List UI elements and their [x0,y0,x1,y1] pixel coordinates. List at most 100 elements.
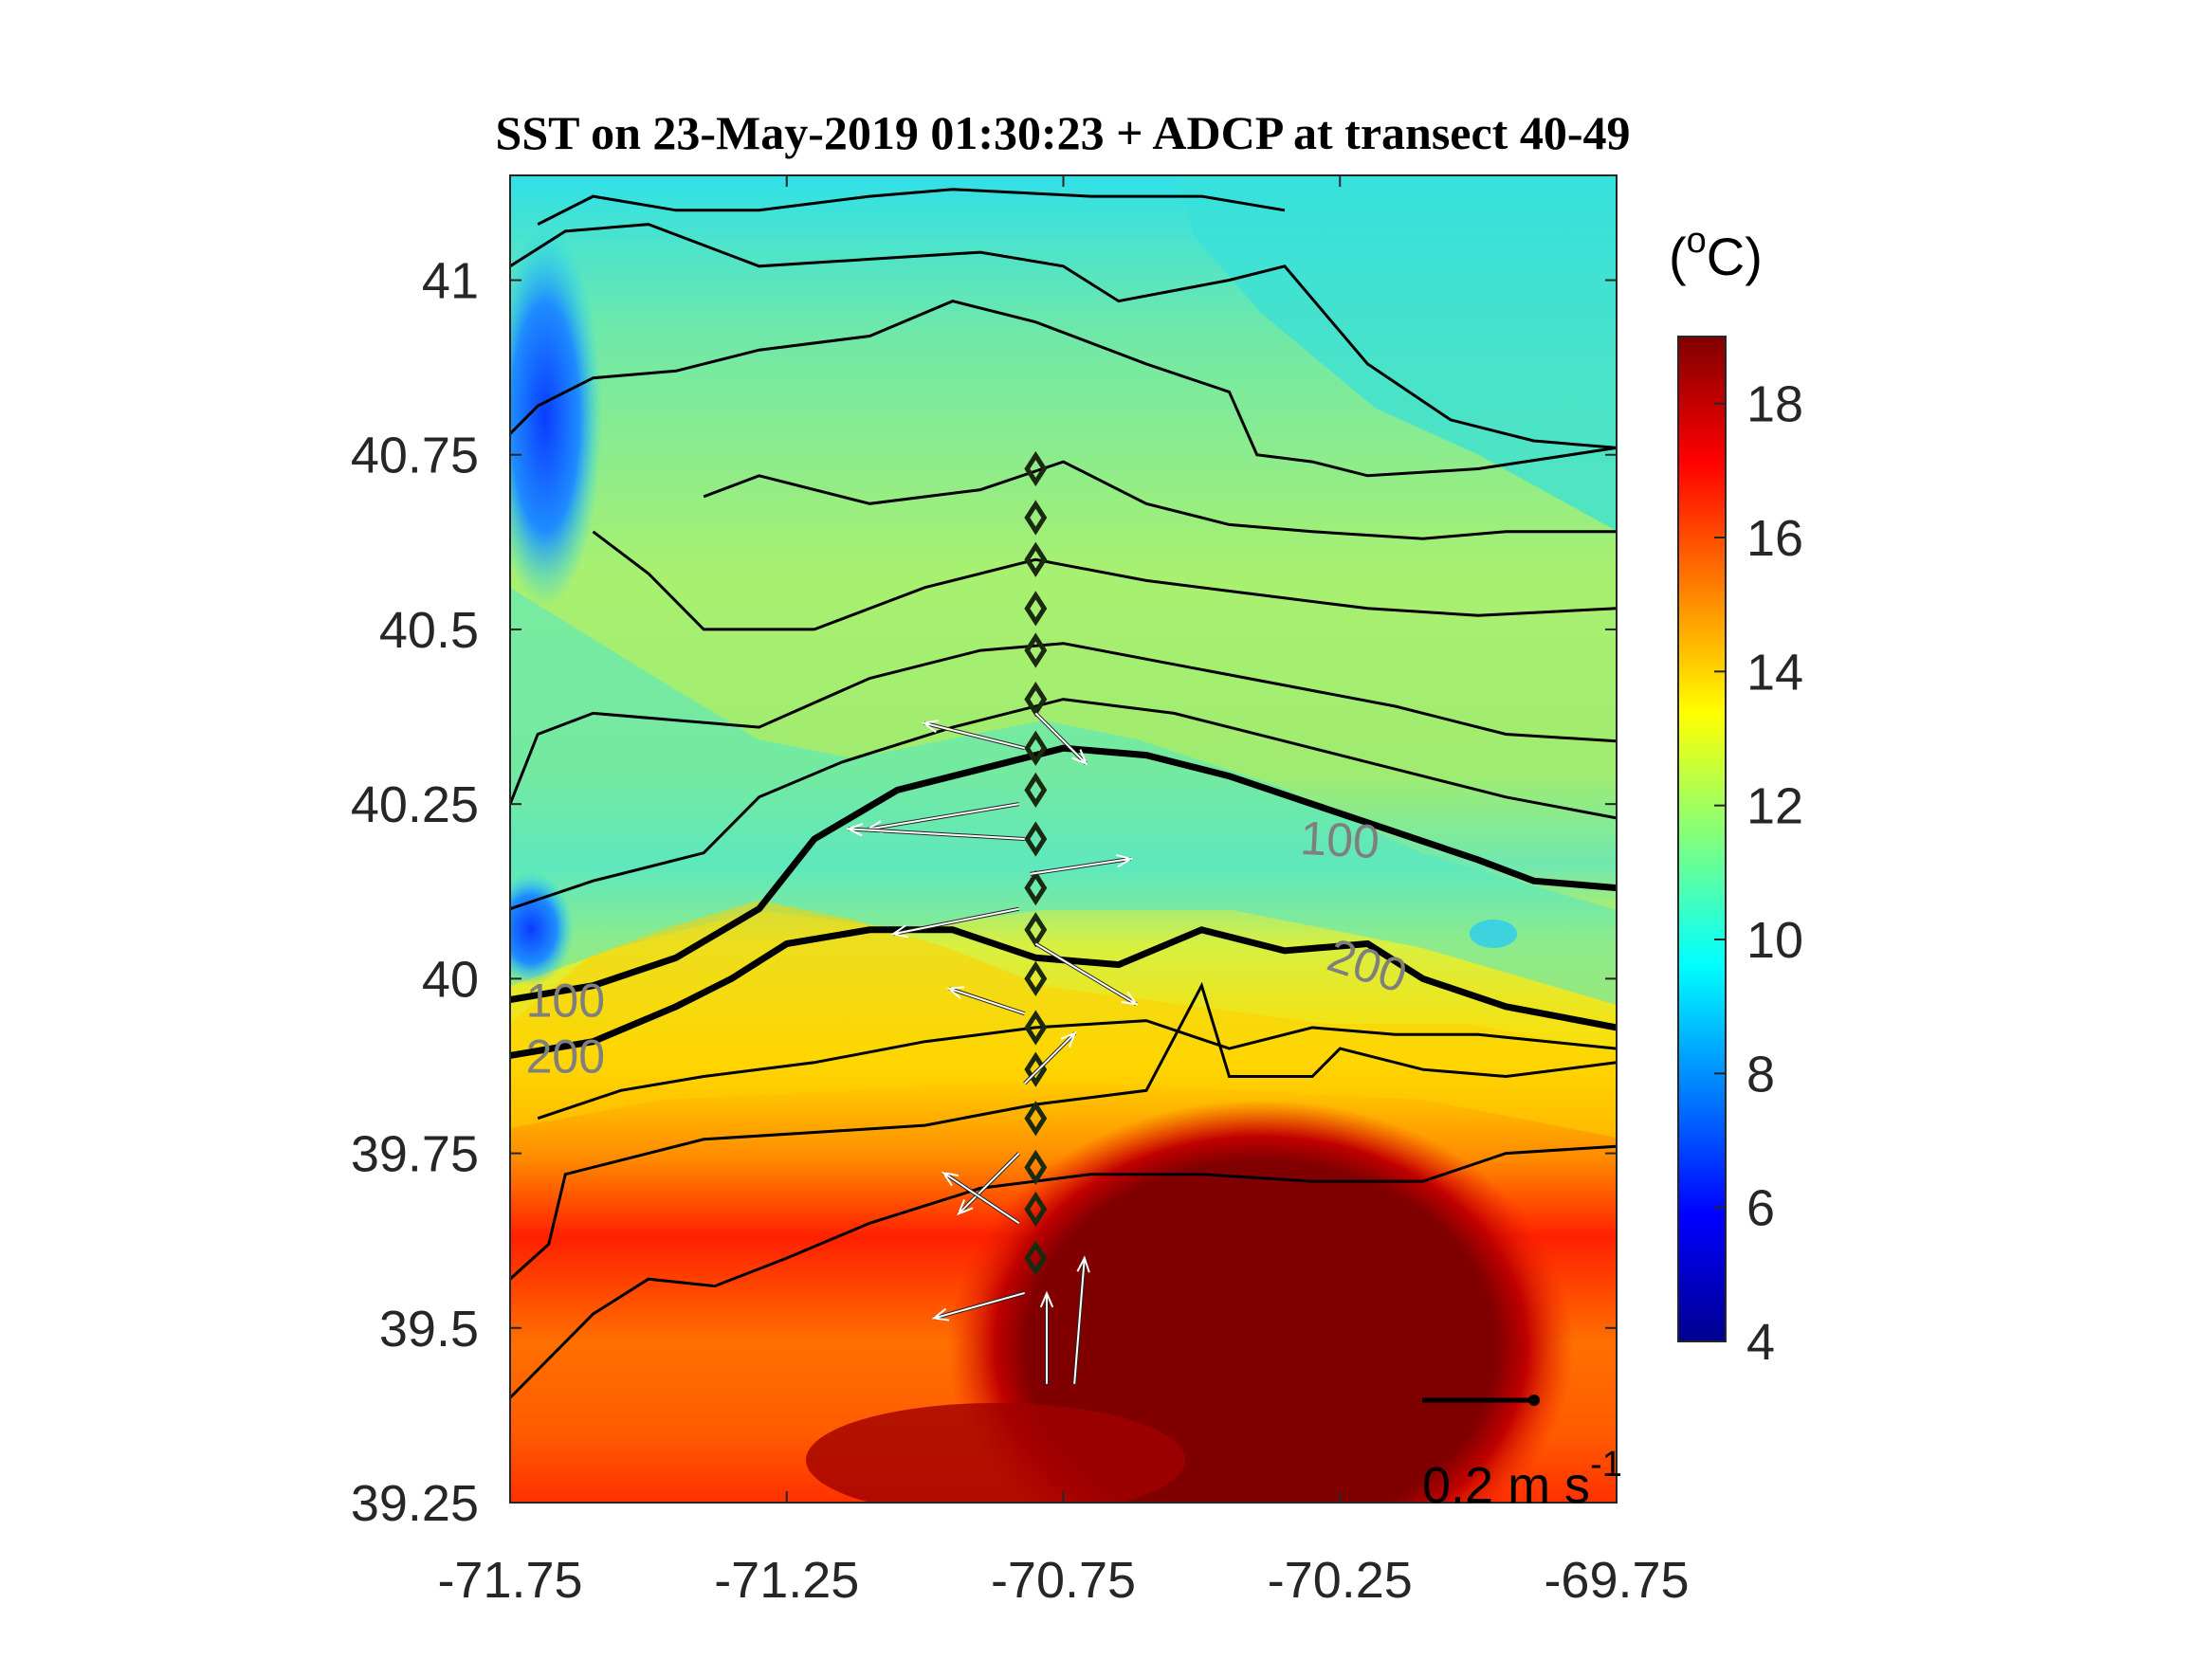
y-tick-label-1: 39.5 [379,1301,479,1358]
colorbar-tick-label-7: 18 [1746,376,1803,433]
adcp-vector-11 [933,1291,1025,1320]
station-marker-16 [1024,1191,1048,1228]
adcp-vector-head-13 [1076,1255,1090,1273]
station-marker-10 [1024,912,1048,948]
x-tick-label-0: -71.75 [437,1552,582,1609]
adcp-vector-13 [1073,1257,1086,1384]
colorbar-ticks: 4 6 8 10 12 14 16 18 [1714,376,1803,1371]
colorbar-tick-label-6: 16 [1746,510,1803,567]
station-marker-8 [1024,821,1048,857]
y-tick-label-0: 39.25 [351,1475,479,1532]
colorbar-tick-label-4: 12 [1746,778,1803,835]
adcp-vector-head-1 [921,720,940,734]
x-tick-label-2: -70.75 [991,1552,1136,1609]
x-tick-label-4: -69.75 [1544,1552,1689,1609]
colorbar-tick-label-1: 6 [1746,1180,1775,1237]
station-marker-7 [1024,772,1048,809]
adcp-vector-8 [1023,1032,1076,1085]
sst-yellow-tongue [510,901,1617,1138]
x-axis: -71.75 -71.25 -70.75 -70.25 -69.75 [437,175,1690,1609]
sst-contour-9 [537,188,1286,226]
bathymetry-label-100-east: 100 [1299,811,1380,868]
y-axis: 39.25 39.5 39.75 40 40.25 40.5 40.75 41 [351,253,1617,1532]
sst-cold-east [1470,920,1517,948]
bathymetry-label-200-west: 200 [526,1030,605,1083]
adcp-vector-0 [1034,712,1088,765]
adcp-vector-head-9 [957,1199,974,1216]
station-marker-17 [1024,1240,1048,1276]
colorbar-gradient [1677,336,1727,1342]
station-marker-4 [1024,632,1048,668]
station-marker-14 [1024,1101,1048,1137]
station-marker-1 [1024,500,1048,536]
y-tick-label-3: 40 [422,951,479,1008]
station-marker-12 [1024,1010,1048,1046]
sst-warm-core [948,1100,1574,1503]
sst-contour-5 [592,530,1617,631]
bathymetry-label-100-west: 100 [526,974,605,1027]
y-tick-label-2: 39.75 [351,1126,479,1183]
station-marker-3 [1024,591,1048,627]
adcp-vector-head-7 [946,986,965,999]
sst-contour-7 [510,300,1617,478]
adcp-vector-1 [923,721,1025,750]
adcp-vector-2 [868,803,1019,830]
adcp-vector-5 [892,907,1020,936]
scale-arrow-label: 0.2 m s-1 [1422,1445,1622,1514]
y-tick-label-7: 41 [422,253,479,310]
station-marker-6 [1024,730,1048,766]
sst-contour-2 [537,1019,1617,1121]
adcp-vector-head-12 [1039,1290,1054,1308]
adcp-vector-head-5 [890,924,908,939]
colorbar-tick-label-2: 8 [1746,1046,1775,1103]
adcp-vector-head-8 [1060,1030,1077,1048]
adcp-vector-9 [958,1152,1020,1215]
sst-cold-west [510,872,574,986]
y-tick-label-6: 40.75 [351,428,479,484]
adcp-vector-7 [948,987,1025,1015]
adcp-vector-head-11 [931,1307,950,1322]
sst-contour-6 [703,460,1617,540]
scale-arrow-head [1528,1395,1540,1406]
colorbar-unit-label: (oC) [1669,221,1763,286]
sst-cold-northwest [510,228,602,607]
adcp-vector-head-6 [1121,991,1139,1006]
y-tick-label-4: 40.25 [351,776,479,833]
station-marker-9 [1024,869,1048,906]
bathymetry-contour-200 [510,926,1617,1059]
adcp-vector-4 [1030,857,1131,875]
sst-cyan-shelf [510,588,1617,1005]
adcp-vector-head-3 [846,823,864,837]
colorbar: 4 6 8 10 12 14 16 18 (oC) [1669,221,1803,1371]
station-marker-11 [1024,960,1048,996]
x-tick-label-3: -70.25 [1268,1552,1413,1609]
colorbar-tick-label-0: 4 [1746,1314,1775,1371]
station-marker-5 [1024,682,1048,718]
colorbar-tick-label-3: 10 [1746,912,1803,969]
adcp-vector-3 [848,828,1025,840]
sst-contours [510,188,1617,1399]
colorbar-tick-label-5: 14 [1746,644,1803,701]
sst-contour-4 [510,642,1617,805]
adcp-vector-head-0 [1071,749,1088,766]
scale-arrow: 0.2 m s-1 [1422,1395,1622,1514]
sst-contour-0 [510,1144,1617,1399]
bathymetry-contour-100 [510,744,1617,1003]
adcp-vector-10 [942,1172,1020,1225]
sst-contour-3 [510,698,1617,911]
x-tick-label-1: -71.25 [714,1552,859,1609]
station-marker-15 [1024,1149,1048,1185]
sst-warm-south [806,1403,1185,1503]
adcp-vectors [846,711,1139,1384]
adcp-vector-head-4 [1115,853,1134,868]
sst-contour-8 [510,223,1617,449]
adcp-vector-head-10 [941,1171,960,1187]
station-markers [1024,450,1048,1276]
station-marker-0 [1024,450,1048,487]
adcp-vector-6 [1034,942,1138,1006]
y-tick-label-5: 40.5 [379,602,479,659]
sst-contour-1 [510,981,1617,1281]
chart-title: SST on 23-May-2019 01:30:23 + ADCP at tr… [496,106,1631,159]
